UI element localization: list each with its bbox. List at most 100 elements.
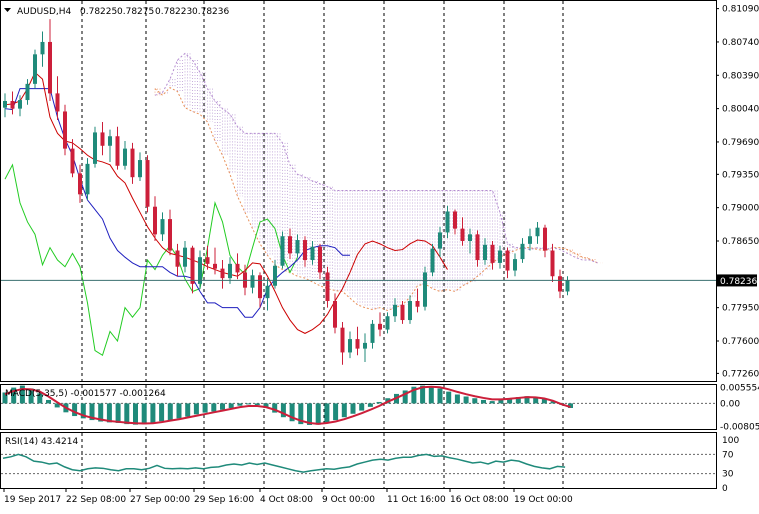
macd-panel-border: [0, 384, 717, 430]
macd-y-tick-label: 0.005554: [720, 383, 759, 393]
candle-bear: [303, 240, 307, 261]
macd-bar: [463, 396, 469, 404]
macd-bar: [2, 392, 8, 404]
candle-bear: [235, 263, 240, 273]
candle-bull: [348, 339, 352, 353]
macd-bar: [507, 398, 513, 404]
macd-bar: [367, 403, 373, 407]
candle-bear: [168, 219, 172, 251]
candle-bear: [100, 132, 105, 146]
y-tick-label: 0.77600: [722, 337, 759, 347]
macd-bar: [54, 403, 60, 408]
candle-bear: [453, 211, 457, 229]
candle-bull: [228, 263, 232, 279]
macd-bar: [115, 403, 121, 423]
ohlc-high: 0.78275: [117, 7, 154, 17]
candle-bull: [385, 316, 390, 330]
rsi-y-tick-label: 0: [722, 484, 728, 494]
candle-bull: [280, 236, 285, 266]
candle-bear: [130, 148, 135, 178]
candles: [3, 19, 570, 365]
candle-bull: [3, 101, 7, 108]
rsi-line: [2, 453, 566, 473]
macd-bar: [228, 403, 234, 409]
candle-bull: [445, 211, 450, 233]
symbol-dropdown-icon[interactable]: [4, 8, 11, 12]
macd-bar: [211, 403, 217, 412]
candle-bull: [535, 227, 540, 237]
rsi-y-tick-label: 70: [722, 450, 734, 460]
macd-bar: [193, 403, 199, 415]
macd-bar: [19, 385, 25, 404]
macd-bar: [220, 403, 225, 410]
price-axis: 0.81090 0.80740 0.80390 0.80040 0.79690 0.793…: [716, 5, 759, 379]
candle-bear: [115, 136, 120, 166]
macd-bar: [481, 399, 486, 404]
ichimoku-lines: [4, 71, 448, 357]
candle-bull: [33, 54, 37, 84]
macd-bar: [159, 403, 165, 422]
candle-bull: [393, 304, 397, 317]
candle-bear: [213, 263, 217, 269]
macd-bar: [37, 393, 43, 404]
x-tick-label: 16 Oct 08:00: [450, 495, 509, 505]
candle-bear: [475, 234, 480, 261]
rsi-y-tick-label: 100: [722, 436, 739, 446]
candle-bull: [123, 148, 127, 166]
macd-bar: [533, 397, 539, 404]
rsi-y-tick-label: 30: [722, 470, 734, 480]
candle-bull: [108, 136, 112, 146]
macd-bar: [341, 403, 347, 418]
macd-bar: [124, 403, 130, 425]
candle-bull: [198, 257, 202, 284]
candle-bull: [310, 246, 315, 261]
candle-bear: [70, 148, 75, 174]
candle-bear: [220, 268, 225, 279]
symbol-title: AUDUSD,H4: [17, 7, 72, 17]
y-tick-label: 0.78650: [722, 237, 759, 247]
candle-bear: [258, 275, 262, 299]
candle-bear: [340, 327, 345, 353]
macd-bar: [428, 386, 434, 404]
macd-bar: [376, 401, 382, 404]
macd-bar: [472, 398, 478, 404]
candle-bear: [10, 101, 15, 109]
macd-subwindow: 0.005554 0.00 -0.008053: [1, 383, 759, 433]
candle-bull: [40, 41, 45, 55]
macd-bar: [89, 403, 95, 421]
candle-bear: [48, 41, 52, 94]
tenkan-sen-line: [4, 71, 448, 334]
macd-bar: [185, 403, 191, 417]
candle-bull: [498, 250, 502, 263]
x-tick-label: 22 Sep 08:00: [66, 495, 126, 505]
macd-bar: [98, 403, 104, 422]
macd-bar: [298, 403, 304, 425]
candle-bear: [543, 227, 547, 251]
macd-bar: [141, 403, 147, 425]
candle-bear: [78, 173, 82, 195]
candle-bear: [190, 247, 195, 284]
macd-bar: [46, 399, 51, 404]
macd-bar: [202, 403, 208, 413]
macd-bar: [315, 403, 321, 425]
rsi-subwindow: 100 70 30 0: [1, 436, 739, 494]
senkou-span-b: [154, 52, 598, 264]
macd-bar: [28, 388, 34, 404]
candle-bull: [160, 219, 165, 235]
y-tick-label: 0.79350: [722, 170, 759, 180]
candle-bear: [460, 228, 465, 241]
current-price-line: 0.78236: [1, 274, 757, 287]
candle-bull: [93, 132, 97, 164]
x-tick-label: 19 Sep 2017: [4, 495, 61, 505]
candle-bull: [18, 100, 22, 109]
macd-bar: [454, 394, 460, 404]
macd-bar: [246, 403, 252, 405]
macd-bar: [133, 403, 138, 425]
main-panel-border: [0, 0, 717, 382]
candle-bull: [295, 240, 300, 254]
candle-bull: [85, 163, 90, 195]
rsi-panel-border: [0, 432, 717, 489]
candle-bear: [333, 301, 337, 328]
